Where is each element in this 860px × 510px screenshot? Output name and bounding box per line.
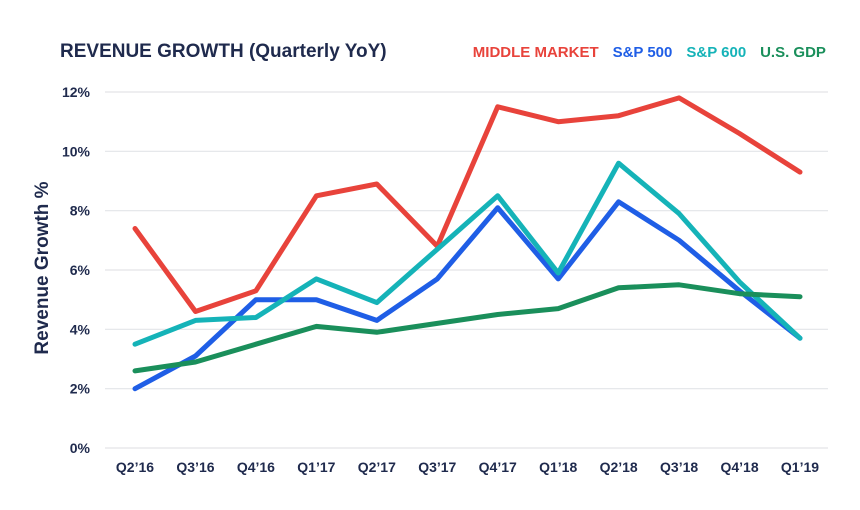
y-tick-label: 4% [70,321,91,337]
x-tick-label: Q4’17 [479,459,517,475]
x-tick-label: Q3’16 [176,459,214,475]
x-tick-label: Q1’19 [781,459,819,475]
y-tick-label: 0% [70,440,91,456]
legend-item-middle-market: MIDDLE MARKET [473,44,599,61]
y-axis-ticks: 0% 2% 4% 6% 8% 10% 12% [62,84,91,456]
x-tick-label: Q2’17 [358,459,396,475]
series-lines [132,95,803,392]
chart-title: REVENUE GROWTH (Quarterly YoY) [60,41,387,62]
legend: MIDDLE MARKET S&P 500 S&P 600 U.S. GDP [473,44,826,61]
y-tick-label: 12% [62,84,91,100]
x-axis-ticks: Q2’16 Q3’16 Q4’16 Q1’17 Q2’17 Q3’17 Q4’17 Q1’18… [116,459,819,475]
x-tick-label: Q1’17 [297,459,335,475]
series-line-s-p-600 [132,160,803,347]
x-tick-label: Q2’18 [600,459,638,475]
x-tick-label: Q1’18 [539,459,577,475]
y-axis-label: Revenue Growth % [32,181,53,354]
legend-item-u-s-gdp: U.S. GDP [760,44,826,61]
legend-item-s-p-600: S&P 600 [686,44,746,61]
x-tick-label: Q4’18 [720,459,758,475]
x-tick-label: Q3’18 [660,459,698,475]
series-line-s-p-500 [132,199,803,392]
y-tick-label: 2% [70,381,91,397]
x-tick-label: Q2’16 [116,459,154,475]
y-tick-label: 6% [70,262,91,278]
y-tick-label: 8% [70,203,91,219]
series-line-middle-market [132,95,803,314]
x-tick-label: Q4’16 [237,459,275,475]
y-tick-label: 10% [62,143,91,159]
legend-item-s-p-500: S&P 500 [613,44,673,61]
gridlines [105,91,828,449]
x-tick-label: Q3’17 [418,459,456,475]
series-line-u-s-gdp [132,282,803,374]
